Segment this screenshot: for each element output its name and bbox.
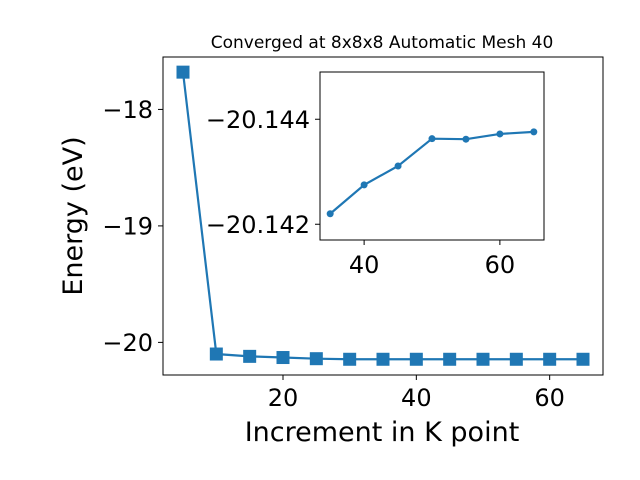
main-x-tick-label: 40: [401, 384, 432, 412]
inset-ticks-group: 40 60 −20.144 −20.142: [206, 106, 515, 279]
main-data-point: [543, 352, 557, 366]
inset-axes: 40 60 −20.144 −20.142: [206, 71, 545, 279]
main-data-point: [376, 352, 390, 366]
inset-plot-frame: [319, 71, 545, 241]
main-data-point: [476, 352, 490, 366]
main-ticks-group: 20 40 60 −18 −19 −20: [102, 96, 565, 412]
main-data-point: [309, 352, 323, 366]
main-data-point: [276, 351, 290, 365]
inset-data-point: [462, 135, 470, 143]
inset-y-tick-label: −20.142: [206, 211, 310, 239]
inset-data-point: [326, 210, 334, 218]
main-y-tick-label: −19: [102, 213, 153, 241]
chart-title: Converged at 8x8x8 Automatic Mesh 40: [211, 33, 554, 53]
main-x-tick-label: 20: [268, 384, 299, 412]
main-y-tick-label: −18: [102, 96, 153, 124]
inset-y-tick-label: −20.144: [206, 106, 310, 134]
main-data-point: [409, 352, 423, 366]
inset-x-tick-label: 40: [349, 251, 380, 279]
main-data-point: [243, 349, 257, 363]
inset-data-point: [360, 181, 368, 189]
inset-data-point: [496, 130, 504, 138]
main-data-point: [176, 65, 190, 79]
inset-data-point: [394, 162, 402, 170]
inset-background: [320, 72, 544, 240]
main-series-group: [176, 65, 590, 366]
main-plot-frame: [162, 56, 604, 376]
inset-data-point: [428, 135, 436, 143]
main-data-point: [209, 347, 223, 361]
main-data-point: [443, 352, 457, 366]
main-y-tick-label: −20: [102, 329, 153, 357]
main-x-tick-label: 60: [534, 384, 565, 412]
main-data-point: [509, 352, 523, 366]
inset-data-point: [530, 128, 538, 136]
main-data-point: [343, 352, 357, 366]
inset-x-tick-label: 60: [485, 251, 516, 279]
x-axis-label: Increment in K point: [245, 417, 520, 448]
main-axes: Converged at 8x8x8 Automatic Mesh 40 20 4…: [58, 33, 604, 448]
main-data-point: [576, 352, 590, 366]
inset-series-group: [326, 128, 538, 218]
y-axis-label: Energy (eV): [58, 136, 89, 295]
